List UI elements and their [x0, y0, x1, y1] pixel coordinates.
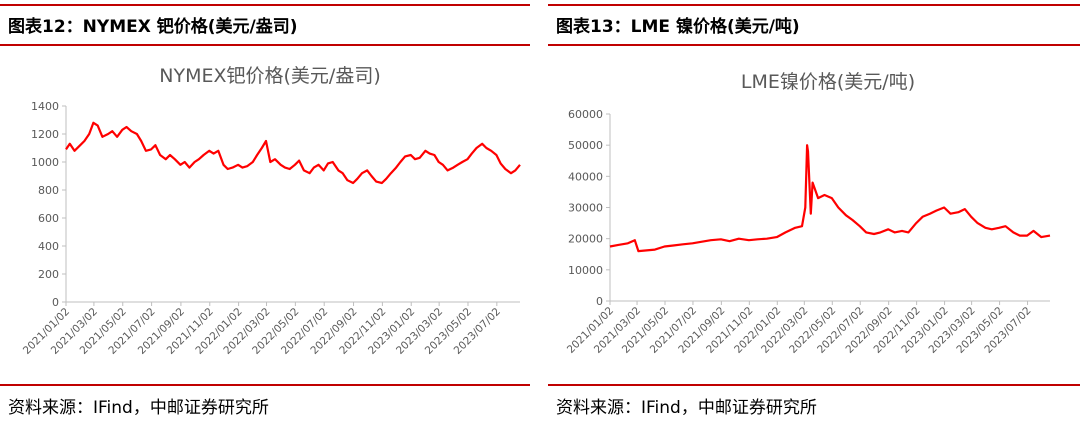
- price-series-line: [609, 144, 1051, 253]
- chart-title: LME镍价格(美元/吨): [741, 71, 915, 93]
- figure-title: 图表12：NYMEX 钯价格(美元/盎司): [8, 17, 298, 37]
- figure-title: 图表13：LME 镍价格(美元/吨): [556, 17, 800, 37]
- y-tick-label: 1400: [31, 100, 59, 113]
- title-rule: [548, 44, 1080, 46]
- top-rule: [548, 4, 1080, 6]
- figure-panel-palladium: 图表12：NYMEX 钯价格(美元/盎司) NYMEX钯价格(美元/盎司) 0 20…: [0, 0, 530, 428]
- nickel-price-chart: LME镍价格(美元/吨) 0 10000 20000 30000 40000 50000 60…: [565, 71, 1051, 356]
- bottom-rule: [0, 384, 530, 386]
- y-tick-label: 10000: [568, 264, 603, 277]
- y-tick-label: 40000: [568, 170, 603, 183]
- y-tick-label: 30000: [568, 202, 603, 215]
- source-note: 资料来源：IFind，中邮证券研究所: [556, 398, 817, 418]
- source-note: 资料来源：IFind，中邮证券研究所: [8, 398, 269, 418]
- y-tick-label: 1000: [31, 156, 59, 169]
- palladium-price-chart: NYMEX钯价格(美元/盎司) 0 200 400 600 800 1000 1200 1400…: [21, 65, 521, 357]
- figure-panel-nickel: 图表13：LME 镍价格(美元/吨) LME镍价格(美元/吨) 0 10000 200…: [548, 0, 1080, 428]
- y-tick-label: 200: [38, 268, 59, 281]
- y-tick-label: 800: [38, 184, 59, 197]
- top-rule: [0, 4, 530, 6]
- y-tick-label: 400: [38, 240, 59, 253]
- title-rule: [0, 44, 530, 46]
- y-tick-label: 0: [596, 295, 603, 308]
- y-tick-label: 60000: [568, 108, 603, 121]
- y-tick-label: 1200: [31, 128, 59, 141]
- y-tick-label: 20000: [568, 233, 603, 246]
- chart-title: NYMEX钯价格(美元/盎司): [159, 65, 380, 87]
- y-tick-label: 50000: [568, 139, 603, 152]
- price-series-line: [65, 121, 521, 185]
- y-tick-label: 600: [38, 212, 59, 225]
- y-tick-label: 0: [52, 296, 59, 309]
- bottom-rule: [548, 384, 1080, 386]
